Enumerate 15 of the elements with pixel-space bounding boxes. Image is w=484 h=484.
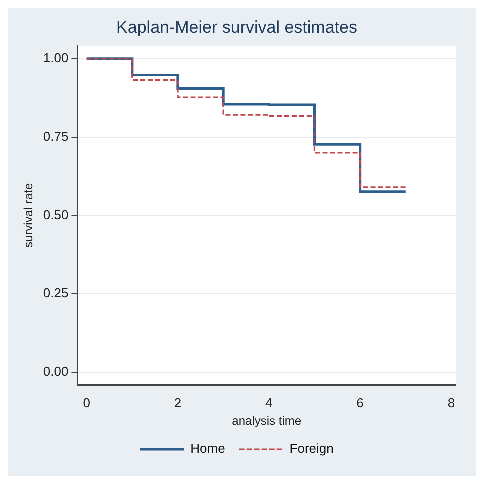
x-tick-label: 0 xyxy=(83,395,90,410)
y-tick-label: 0.75 xyxy=(43,128,69,144)
x-tick-label: 2 xyxy=(174,395,182,410)
x-tick-label: 6 xyxy=(356,395,364,410)
y-tick-label: 0.25 xyxy=(43,286,69,301)
x-axis-title: analysis time xyxy=(232,414,302,428)
y-tick-label: 1.00 xyxy=(43,50,69,66)
legend-label: Home xyxy=(190,441,226,456)
y-axis-title: survival rate xyxy=(22,183,36,248)
x-tick-label: 8 xyxy=(448,395,456,410)
chart-title: Kaplan-Meier survival estimates xyxy=(116,18,358,37)
y-tick-label: 0.50 xyxy=(43,207,69,222)
x-tick-label: 4 xyxy=(266,395,273,410)
y-tick-label: 0.00 xyxy=(43,364,69,380)
legend-label: Foreign xyxy=(290,441,334,456)
